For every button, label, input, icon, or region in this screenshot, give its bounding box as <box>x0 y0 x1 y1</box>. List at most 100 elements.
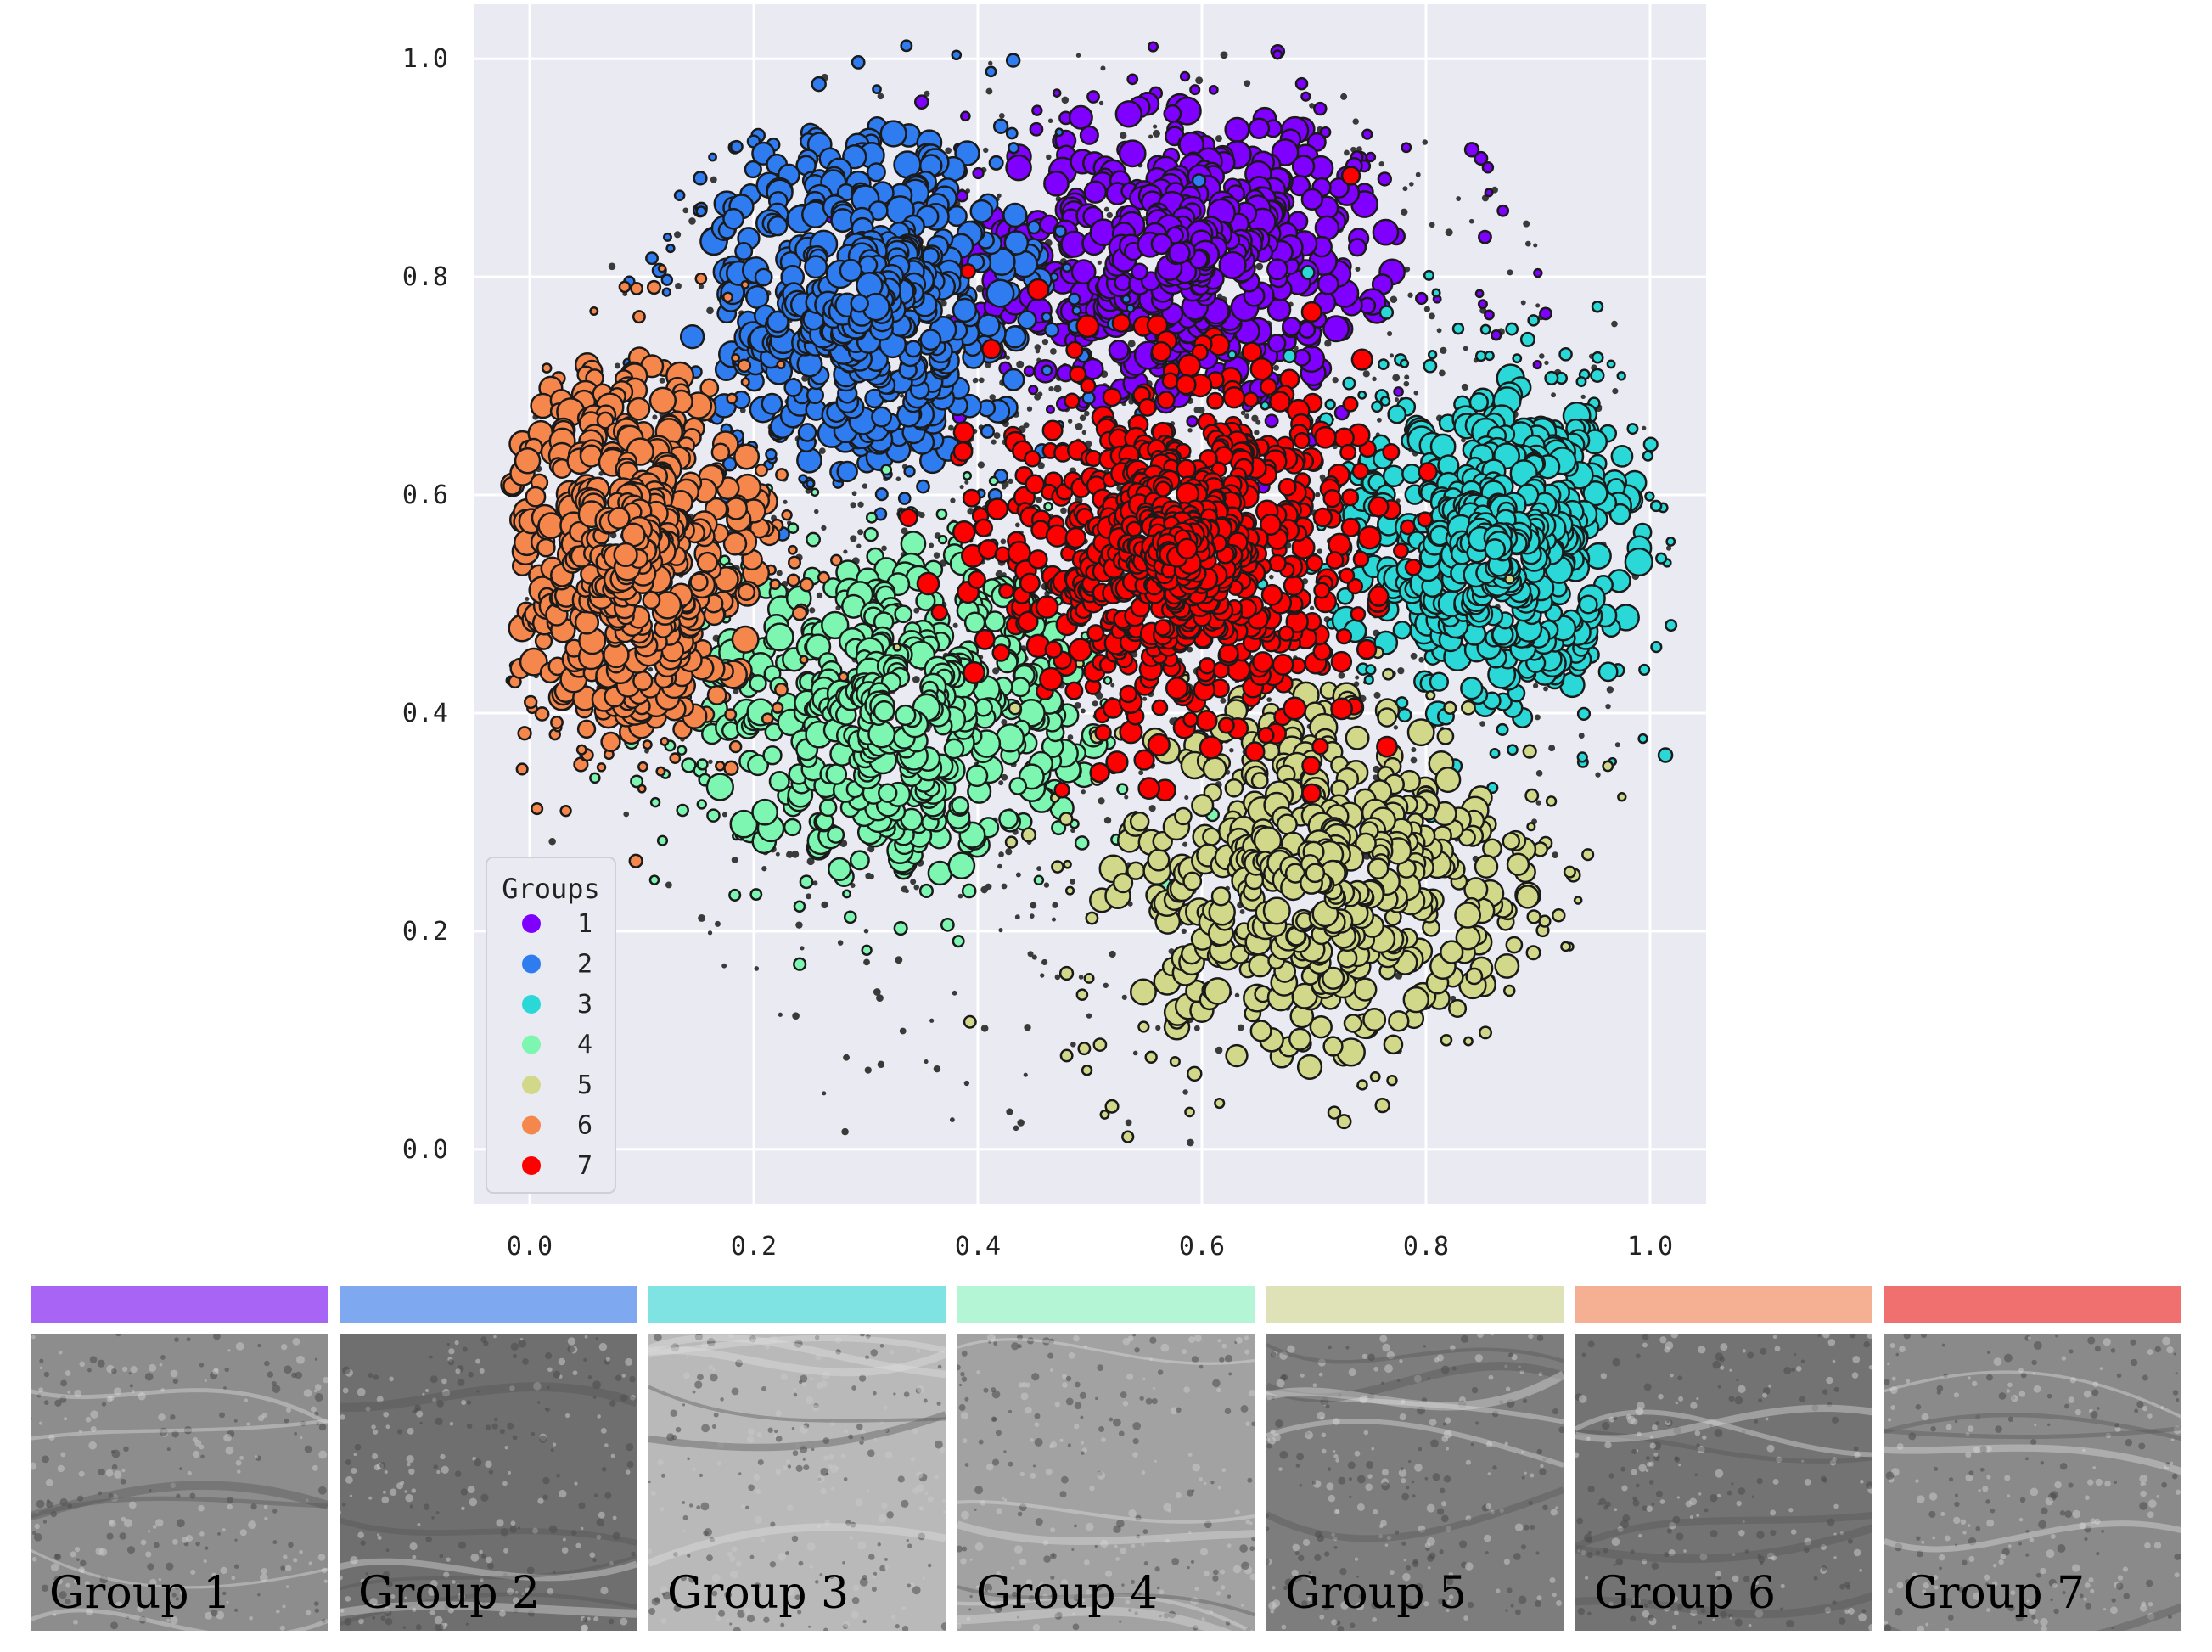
data-point <box>1043 170 1070 197</box>
data-point <box>1520 300 1526 306</box>
data-point <box>1070 1042 1076 1048</box>
data-point <box>1267 334 1287 353</box>
data-point <box>1276 813 1298 835</box>
data-point <box>1065 340 1084 359</box>
data-point <box>1353 977 1378 1002</box>
data-point <box>531 801 544 816</box>
data-point <box>781 509 793 521</box>
data-point <box>1059 1048 1074 1063</box>
data-point <box>1545 795 1558 807</box>
data-point <box>696 758 709 771</box>
data-point <box>1367 496 1390 518</box>
data-point <box>1199 735 1223 760</box>
data-point <box>693 171 708 186</box>
data-point <box>1490 329 1502 341</box>
data-point <box>1655 552 1668 565</box>
data-point <box>1112 872 1134 894</box>
data-point <box>726 392 738 405</box>
data-point <box>1649 499 1663 513</box>
data-point <box>1137 397 1157 417</box>
data-point <box>1034 344 1041 351</box>
data-point <box>1036 496 1043 503</box>
data-point <box>1152 129 1160 138</box>
data-point <box>938 535 948 545</box>
data-point <box>1266 697 1272 703</box>
data-point <box>1439 369 1446 377</box>
data-point <box>1330 650 1353 673</box>
data-point <box>1296 1054 1323 1080</box>
data-point <box>783 499 788 504</box>
data-point <box>1202 827 1221 846</box>
data-point <box>980 339 1002 360</box>
data-point <box>1597 661 1619 683</box>
data-point <box>1626 423 1639 435</box>
data-point <box>1155 1025 1161 1031</box>
data-point <box>1121 994 1127 1000</box>
data-point <box>1478 229 1492 244</box>
data-point <box>1061 96 1070 104</box>
data-point <box>812 880 818 886</box>
data-point <box>952 520 976 544</box>
data-point <box>1277 477 1297 497</box>
data-point <box>799 577 815 593</box>
data-point <box>628 853 643 868</box>
data-point <box>1244 413 1250 419</box>
data-point <box>1126 73 1139 86</box>
data-point <box>1324 340 1332 347</box>
data-point <box>776 570 783 576</box>
data-point <box>775 468 789 482</box>
data-point <box>1526 822 1536 832</box>
data-point <box>985 497 1009 520</box>
data-point <box>1186 415 1199 428</box>
data-point <box>514 447 542 475</box>
data-point <box>962 470 973 481</box>
data-point <box>1309 1015 1333 1039</box>
data-point <box>811 76 827 93</box>
data-point <box>965 764 989 788</box>
data-point <box>1208 84 1219 95</box>
data-point <box>737 582 756 601</box>
data-point <box>754 463 768 477</box>
data-point <box>1403 380 1410 387</box>
data-point <box>1463 1036 1474 1047</box>
data-point <box>836 460 858 483</box>
data-point <box>1410 756 1418 764</box>
data-point <box>1362 1008 1387 1032</box>
data-point <box>676 803 689 818</box>
data-point <box>1322 966 1345 991</box>
data-point <box>787 544 798 555</box>
data-point <box>1046 154 1052 160</box>
data-point <box>1277 625 1295 642</box>
data-point <box>1126 861 1146 880</box>
data-point <box>1581 848 1595 862</box>
data-point <box>688 217 696 225</box>
data-point <box>534 632 553 650</box>
data-point <box>1008 701 1022 716</box>
data-point <box>1411 747 1417 753</box>
data-point <box>682 207 689 214</box>
data-point <box>1324 398 1336 411</box>
data-point <box>1443 700 1457 715</box>
data-point <box>918 883 934 899</box>
data-point <box>575 744 587 756</box>
data-point <box>899 1027 907 1035</box>
data-point <box>1665 619 1678 632</box>
data-point <box>850 535 857 542</box>
data-point <box>1272 654 1294 676</box>
data-point <box>1409 182 1414 187</box>
data-point <box>1417 511 1434 528</box>
data-point <box>1576 751 1588 763</box>
data-point <box>1215 1046 1223 1054</box>
data-point <box>1060 507 1067 514</box>
data-point <box>731 857 738 863</box>
data-point <box>1346 577 1364 595</box>
data-point <box>1052 902 1058 908</box>
data-point <box>951 795 970 815</box>
data-point <box>1468 218 1474 224</box>
data-point <box>900 531 927 557</box>
data-point <box>1351 462 1369 480</box>
data-point <box>632 670 654 692</box>
data-point <box>904 340 923 358</box>
data-point <box>1023 1072 1028 1077</box>
data-point <box>793 957 807 971</box>
